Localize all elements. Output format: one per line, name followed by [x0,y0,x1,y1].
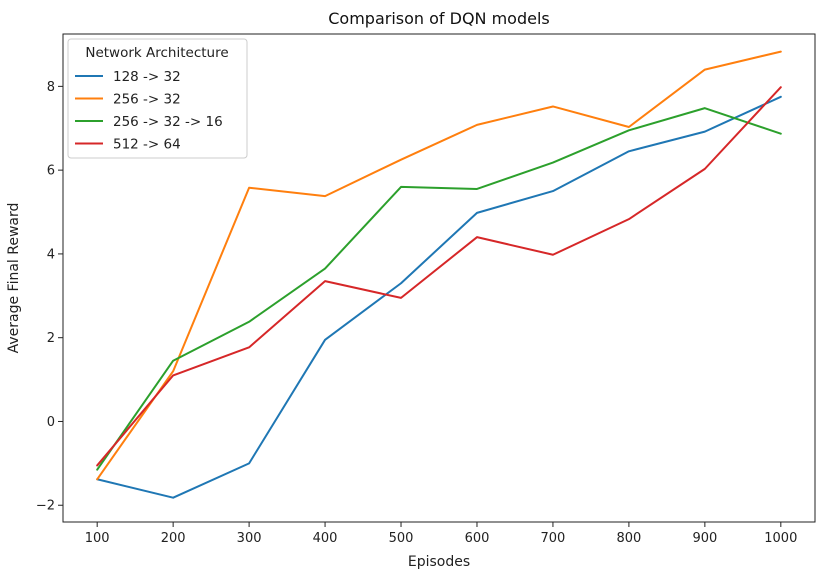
series-line-512-64 [96,86,782,467]
legend-title: Network Architecture [85,45,228,61]
legend-entry-label: 256 -> 32 [113,92,181,108]
y-tick-label: 2 [47,331,55,346]
series-lines [96,50,782,499]
x-tick-label: 1000 [764,531,797,546]
x-tick-label: 400 [313,531,338,546]
series-line-256-32 [96,50,782,481]
x-tick-label: 700 [541,531,566,546]
x-tick-label: 900 [692,531,717,546]
y-tick-label: 6 [47,164,55,179]
series-line-256-32-16 [96,107,782,471]
legend: Network Architecture 128 -> 32 256 -> 32 2… [67,38,248,159]
x-tick-label: 100 [85,531,110,546]
legend-entry-label: 128 -> 32 [113,69,181,85]
y-tick-label: 8 [47,80,55,95]
chart-title: Comparison of DQN models [328,9,550,28]
x-tick-label: 600 [465,531,490,546]
x-tick-label: 200 [161,531,186,546]
plot-frame [62,33,816,523]
series-line-128-32 [96,95,782,499]
y-tick-label: 4 [47,247,55,262]
ticks-layer: 100 200 300 400 500 600 700 800 900 1000 −2 0 2 4 6 8 [36,80,798,546]
y-tick-label: 0 [47,415,55,430]
legend-entry-label: 512 -> 64 [113,137,181,153]
x-axis-label: Episodes [408,554,470,570]
x-tick-label: 500 [389,531,414,546]
y-axis-label: Average Final Reward [6,203,22,354]
x-tick-label: 300 [237,531,262,546]
y-tick-label: −2 [36,499,55,514]
legend-entry-label: 256 -> 32 -> 16 [113,114,223,130]
legend-box [67,38,248,159]
x-tick-label: 800 [616,531,641,546]
